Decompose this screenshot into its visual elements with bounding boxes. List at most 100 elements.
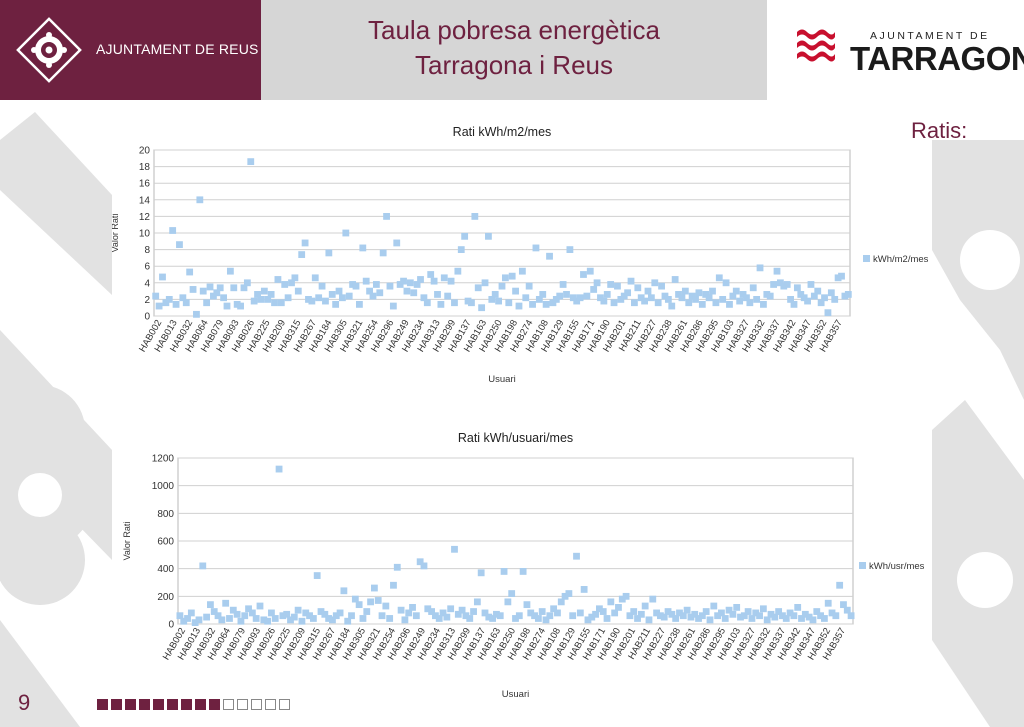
data-point bbox=[647, 294, 655, 302]
data-point bbox=[622, 592, 630, 600]
data-point bbox=[706, 616, 714, 624]
data-point bbox=[753, 296, 761, 303]
data-point bbox=[203, 299, 211, 307]
y-tick-label: 200 bbox=[157, 592, 174, 603]
data-point bbox=[159, 273, 166, 281]
data-point bbox=[695, 615, 702, 622]
data-point bbox=[634, 284, 642, 292]
x-axis-label: Usuari bbox=[488, 374, 515, 385]
data-point bbox=[657, 612, 664, 620]
data-point bbox=[179, 294, 187, 302]
data-point bbox=[773, 267, 781, 275]
y-tick-label: 20 bbox=[139, 146, 151, 157]
data-point bbox=[600, 297, 608, 305]
data-point bbox=[203, 613, 211, 621]
data-point bbox=[491, 291, 499, 298]
data-point bbox=[767, 610, 775, 618]
data-point bbox=[692, 296, 699, 303]
data-point bbox=[775, 608, 783, 615]
data-point bbox=[539, 291, 547, 298]
data-point bbox=[279, 612, 287, 620]
progress-square bbox=[167, 699, 178, 710]
data-point bbox=[317, 608, 325, 615]
data-point bbox=[423, 299, 431, 307]
data-point bbox=[420, 562, 428, 570]
chart-title: Rati kWh/m2/mes bbox=[453, 125, 552, 139]
data-point bbox=[435, 615, 443, 622]
data-point bbox=[603, 291, 611, 298]
data-point bbox=[702, 608, 710, 615]
data-point bbox=[556, 292, 564, 300]
data-point bbox=[447, 277, 455, 285]
data-point bbox=[586, 267, 594, 275]
data-point bbox=[698, 612, 706, 620]
progress-square bbox=[139, 699, 150, 710]
decorative-background-emblem bbox=[0, 112, 1024, 727]
data-point bbox=[478, 304, 486, 312]
data-point bbox=[240, 284, 248, 292]
progress-square bbox=[209, 699, 220, 710]
data-point bbox=[291, 274, 299, 282]
data-point bbox=[563, 291, 570, 298]
data-point bbox=[376, 289, 384, 297]
data-point bbox=[359, 615, 367, 622]
data-point bbox=[339, 294, 346, 302]
data-point bbox=[247, 158, 255, 166]
data-point bbox=[290, 613, 298, 621]
data-point bbox=[782, 615, 790, 622]
progress-square bbox=[111, 699, 122, 710]
data-point bbox=[847, 612, 855, 620]
data-point bbox=[529, 300, 536, 308]
data-point bbox=[569, 612, 577, 620]
data-point bbox=[374, 597, 382, 604]
data-point bbox=[172, 300, 180, 308]
data-point bbox=[182, 299, 190, 307]
data-point bbox=[260, 287, 268, 295]
data-point bbox=[432, 612, 439, 620]
tarragona-emblem-icon bbox=[797, 29, 835, 62]
data-point bbox=[821, 294, 828, 302]
data-point bbox=[454, 610, 462, 618]
data-point bbox=[248, 609, 256, 617]
data-point bbox=[355, 601, 363, 609]
data-point bbox=[805, 613, 813, 621]
data-point bbox=[466, 615, 474, 622]
data-point bbox=[378, 612, 386, 620]
data-point bbox=[325, 249, 333, 257]
data-point bbox=[759, 605, 767, 613]
data-point bbox=[342, 229, 350, 237]
data-point bbox=[271, 299, 278, 307]
data-point bbox=[481, 279, 489, 287]
data-point bbox=[372, 281, 380, 288]
data-point bbox=[770, 281, 778, 288]
data-point bbox=[512, 615, 519, 622]
data-point bbox=[624, 289, 632, 297]
data-point bbox=[737, 613, 744, 621]
data-point bbox=[522, 294, 530, 302]
data-point bbox=[180, 617, 188, 625]
y-tick-label: 4 bbox=[144, 278, 150, 289]
data-point bbox=[457, 246, 465, 253]
data-point bbox=[390, 581, 397, 589]
data-point bbox=[498, 282, 506, 290]
data-point bbox=[809, 616, 817, 624]
data-point bbox=[535, 296, 543, 303]
data-point bbox=[576, 294, 584, 302]
chart-kwh-usuari-mes: 020040060080010001200HAB002HAB013HAB032H… bbox=[122, 431, 925, 700]
data-point bbox=[233, 610, 241, 618]
data-point bbox=[644, 287, 652, 295]
data-point bbox=[580, 271, 587, 278]
data-point bbox=[169, 227, 177, 234]
data-point bbox=[298, 617, 306, 625]
data-point bbox=[489, 615, 497, 622]
data-point bbox=[393, 563, 401, 571]
data-point bbox=[698, 300, 706, 308]
data-point bbox=[187, 609, 195, 617]
data-point bbox=[315, 294, 323, 302]
data-point bbox=[576, 609, 584, 617]
data-point bbox=[610, 299, 618, 307]
data-point bbox=[626, 612, 634, 620]
data-point bbox=[308, 297, 316, 305]
data-point bbox=[595, 605, 603, 613]
data-point bbox=[223, 302, 231, 310]
